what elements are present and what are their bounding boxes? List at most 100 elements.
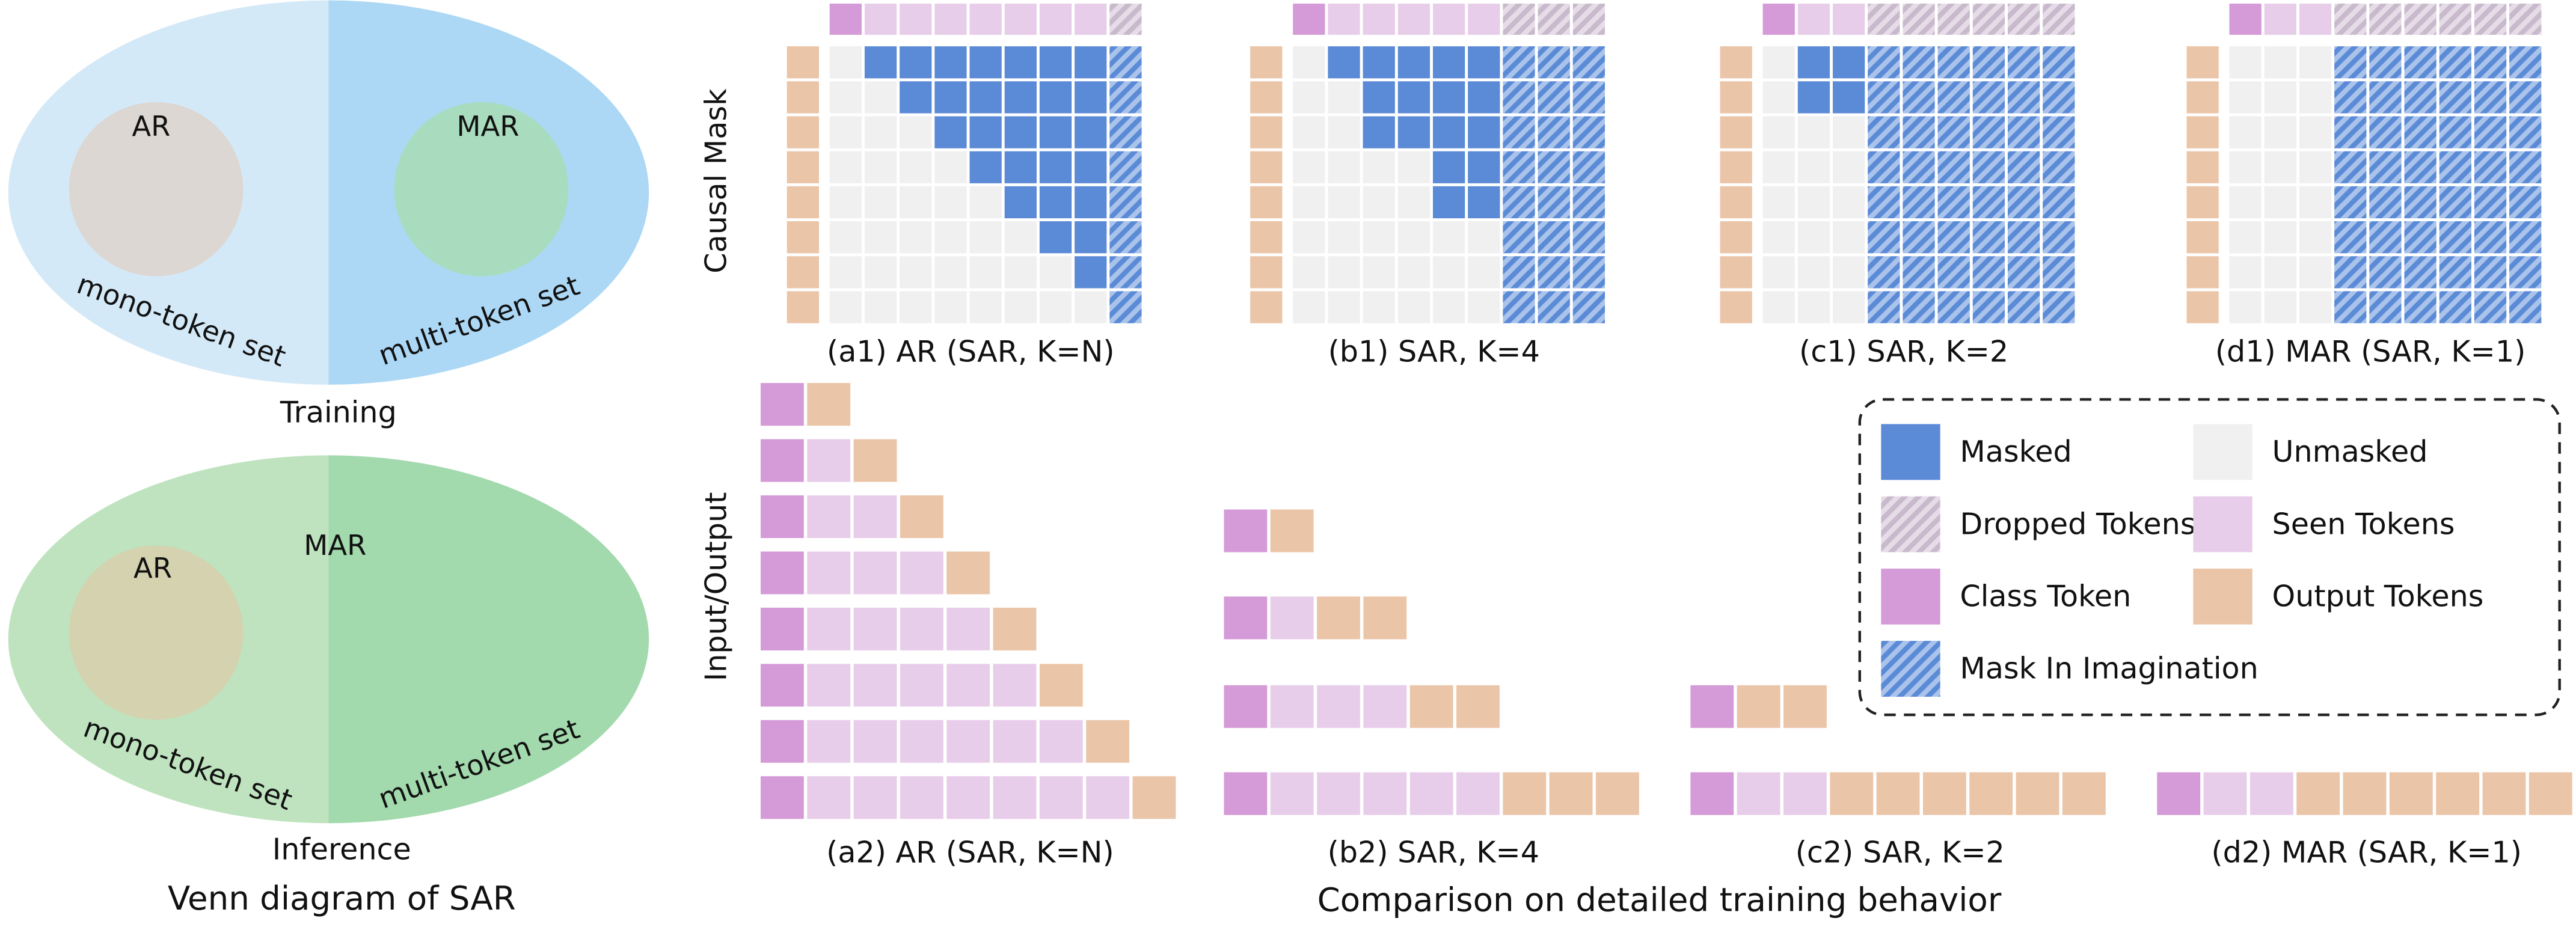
cell — [969, 46, 1002, 79]
cell — [2439, 186, 2471, 219]
cell — [1270, 509, 1314, 552]
cell — [2369, 116, 2402, 148]
cell — [1224, 596, 1268, 640]
cell — [1503, 81, 1535, 114]
cell — [1832, 81, 1865, 114]
cell — [1720, 46, 1752, 79]
cell — [1832, 256, 1865, 289]
cell — [829, 221, 862, 254]
cell — [829, 81, 862, 114]
cell — [1720, 221, 1752, 254]
cell — [1903, 116, 1935, 148]
cell — [787, 81, 819, 114]
cell — [1250, 151, 1283, 183]
cell — [1903, 4, 1935, 35]
cell — [1503, 46, 1535, 79]
cell — [787, 256, 819, 289]
cell — [760, 664, 804, 707]
cell — [1328, 151, 1360, 183]
cell — [2299, 291, 2332, 323]
cell — [1572, 4, 1605, 35]
cell — [969, 291, 1002, 323]
cell — [2043, 221, 2075, 254]
cell — [1363, 186, 1395, 219]
cell — [1109, 291, 1142, 323]
cell — [2404, 186, 2436, 219]
cell — [1868, 291, 1900, 323]
cell — [2264, 4, 2296, 35]
cell — [1503, 256, 1535, 289]
cell — [1397, 151, 1431, 183]
cell — [969, 4, 1002, 35]
cell — [1432, 291, 1465, 323]
legend-label: Seen Tokens — [2272, 506, 2455, 541]
cell — [1132, 776, 1176, 819]
cell — [900, 4, 932, 35]
cell — [1596, 772, 1639, 815]
cell — [2389, 772, 2433, 815]
cell — [1456, 685, 1500, 728]
cell — [969, 186, 1002, 219]
cell — [829, 116, 862, 148]
cell — [1538, 186, 1570, 219]
cell — [2509, 221, 2542, 254]
cell — [1572, 291, 1605, 323]
cell — [1762, 81, 1795, 114]
legend-swatch — [1881, 568, 1940, 625]
cell — [1762, 4, 1795, 35]
cell — [1075, 4, 1107, 35]
cell — [934, 256, 967, 289]
cell — [760, 720, 804, 763]
cell — [1720, 81, 1752, 114]
cell — [829, 256, 862, 289]
cell — [829, 151, 862, 183]
legend-swatch — [2193, 496, 2252, 552]
mar-label: MAR — [304, 529, 366, 561]
cell — [1720, 291, 1752, 323]
cell — [1972, 291, 2005, 323]
cell — [2186, 151, 2219, 183]
cell — [853, 776, 897, 819]
cell — [787, 221, 819, 254]
cell — [1293, 221, 1325, 254]
cell — [1270, 772, 1314, 815]
cell — [864, 151, 897, 183]
cell — [1432, 221, 1465, 254]
cell — [1903, 81, 1935, 114]
cell — [2343, 772, 2387, 815]
cell — [1538, 81, 1570, 114]
cell — [1830, 772, 1874, 815]
cell — [2439, 151, 2471, 183]
cell — [1690, 685, 1734, 728]
legend-box — [1858, 398, 2561, 717]
cell — [1720, 256, 1752, 289]
cell — [2203, 772, 2247, 815]
cell — [1039, 256, 1072, 289]
cell — [1538, 256, 1570, 289]
cell — [2043, 4, 2075, 35]
cell — [1538, 46, 1570, 79]
cell — [1572, 116, 1605, 148]
cell — [1004, 221, 1037, 254]
cell — [1572, 256, 1605, 289]
cell — [1868, 221, 1900, 254]
cell — [760, 607, 804, 650]
legend-label: Masked — [1960, 434, 2072, 469]
cell — [1075, 151, 1107, 183]
row-label: Causal Mask — [698, 88, 733, 274]
cell — [1797, 291, 1830, 323]
cell — [900, 495, 943, 539]
cell — [1937, 46, 1970, 79]
cell — [2007, 221, 2040, 254]
cell — [2043, 186, 2075, 219]
cell — [2509, 81, 2542, 114]
cell — [1328, 46, 1360, 79]
cell — [2264, 151, 2296, 183]
cell — [2334, 221, 2367, 254]
cell — [2474, 256, 2507, 289]
cell — [1868, 256, 1900, 289]
cell — [2229, 116, 2262, 148]
cell — [2264, 256, 2296, 289]
cell — [900, 551, 943, 595]
cell — [2509, 116, 2542, 148]
